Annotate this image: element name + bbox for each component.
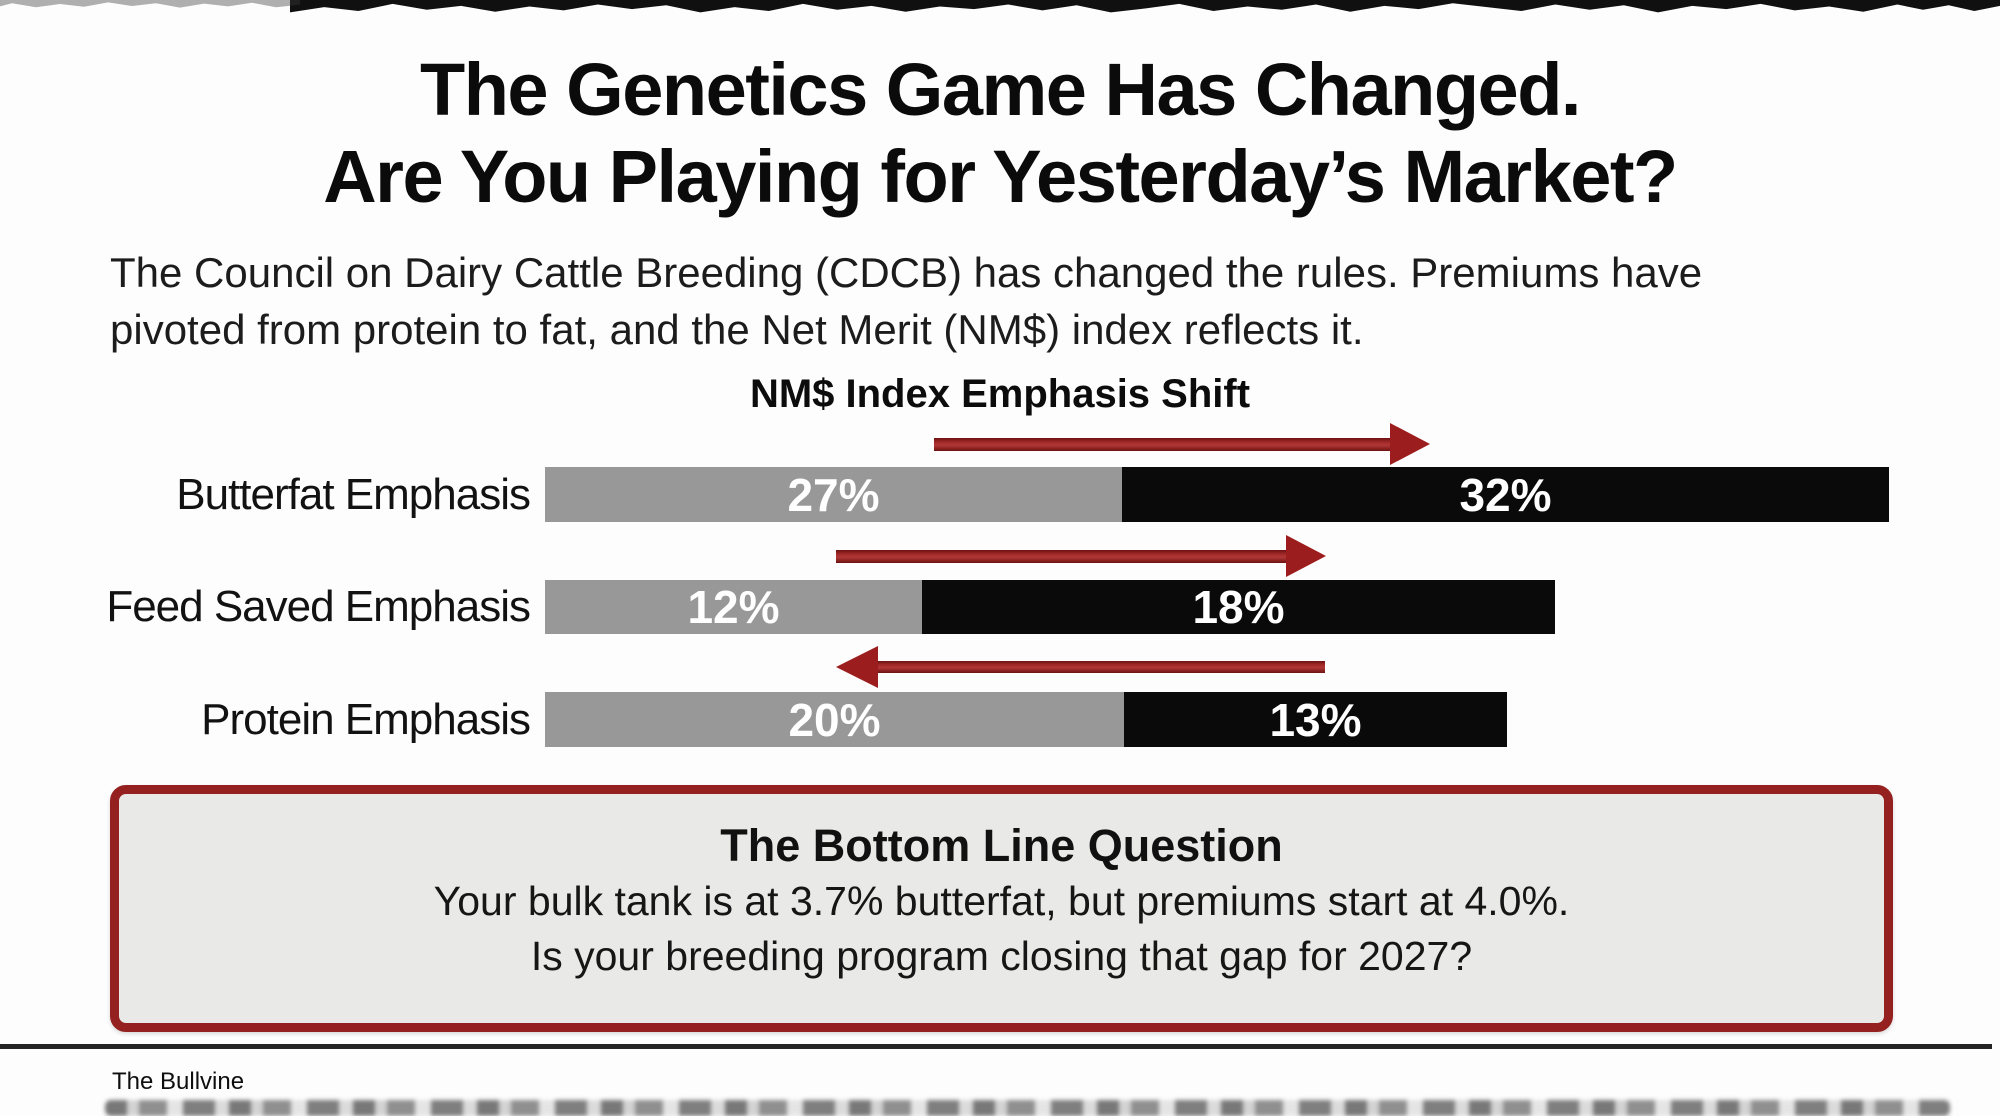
page-subtitle-line2: pivoted from protein to fat, and the Net… <box>110 306 1364 353</box>
arrow-left-icon <box>836 646 878 688</box>
arrow-shaft <box>878 661 1325 673</box>
torn-film-edge-top <box>290 0 2000 13</box>
page-subtitle-line1: The Council on Dairy Cattle Breeding (CD… <box>110 249 1703 296</box>
bar-segment-old: 20% <box>545 692 1124 747</box>
bar-segment-new: 32% <box>1122 467 1889 522</box>
footer-divider <box>0 1044 1992 1049</box>
row-label-butterfat: Butterfat Emphasis <box>176 469 531 519</box>
bar-segment-new: 18% <box>922 580 1555 634</box>
bar-row-feed-saved: 12% 18% <box>545 580 1555 634</box>
row-label-feed-saved: Feed Saved Emphasis <box>106 582 531 631</box>
shift-arrow-butterfat-right <box>934 423 1430 465</box>
bar-row-protein: 20% 13% <box>545 692 1507 747</box>
chart-title: NM$ Index Emphasis Shift <box>749 372 1251 416</box>
footer-brand: The Bullvine <box>112 1068 245 1095</box>
page-title-line2: Are You Playing for Yesterday’s Market? <box>323 135 1678 218</box>
shift-arrow-protein-left <box>836 646 1325 688</box>
bottom-line-callout: The Bottom Line Question Your bulk tank … <box>110 785 1893 1032</box>
callout-line1: Your bulk tank is at 3.7% butterfat, but… <box>433 878 1570 924</box>
callout-title: The Bottom Line Question <box>720 820 1283 871</box>
arrow-right-icon <box>1286 535 1326 577</box>
arrow-right-icon <box>1390 423 1430 465</box>
torn-film-edge-top-faint <box>0 0 300 8</box>
callout-line2: Is your breeding program closing that ga… <box>530 933 1473 979</box>
page-title: The Genetics Game Has Changed. Are You P… <box>0 46 2000 220</box>
bar-segment-old: 27% <box>545 467 1122 522</box>
shift-arrow-feed-saved-right <box>836 535 1326 577</box>
page-title-line1: The Genetics Game Has Changed. <box>420 48 1581 131</box>
arrow-shaft <box>836 549 1286 563</box>
row-label-protein: Protein Emphasis <box>201 694 531 744</box>
bar-segment-new: 13% <box>1124 692 1507 747</box>
torn-film-edge-bottom <box>105 1100 1950 1116</box>
bar-segment-old: 12% <box>545 580 922 634</box>
arrow-shaft <box>934 437 1390 451</box>
page-subtitle: The Council on Dairy Cattle Breeding (CD… <box>110 244 1910 358</box>
bar-row-butterfat: 27% 32% <box>545 467 1889 522</box>
